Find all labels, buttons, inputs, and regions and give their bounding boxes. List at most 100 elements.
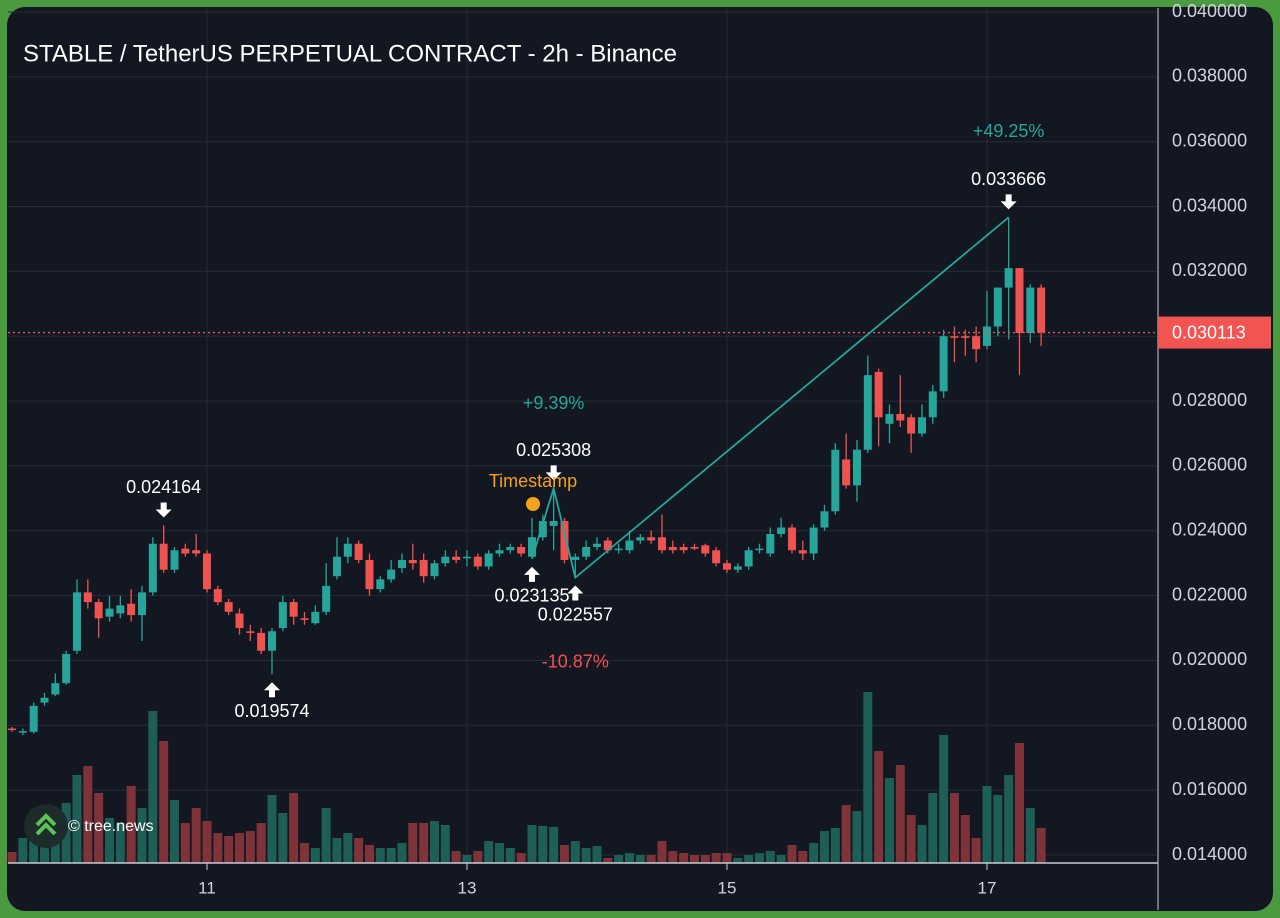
volume-bar xyxy=(18,838,28,863)
candle-body xyxy=(917,417,926,434)
candle-body xyxy=(192,550,201,554)
volume-bar xyxy=(679,853,689,863)
candle-body xyxy=(40,697,49,703)
y-tick-label: 0.040000 xyxy=(1172,1,1247,21)
panel xyxy=(7,7,1273,911)
volume-bar xyxy=(386,848,396,863)
volume-bar xyxy=(1004,775,1014,863)
volume-bar xyxy=(700,855,710,863)
candle-body xyxy=(278,602,287,629)
y-tick-label: 0.024000 xyxy=(1172,520,1247,540)
volume-bar xyxy=(809,843,819,863)
volume-bar xyxy=(245,831,255,863)
volume-bar xyxy=(505,848,515,863)
candle-body xyxy=(647,537,656,541)
candle-body xyxy=(538,521,547,538)
volume-bar xyxy=(1025,808,1035,863)
volume-bar xyxy=(354,838,364,863)
candle-body xyxy=(679,546,688,551)
y-tick-label: 0.018000 xyxy=(1172,714,1247,734)
volume-bar xyxy=(332,838,342,863)
candle-body xyxy=(636,537,645,541)
volume-bar xyxy=(462,855,472,863)
candle-body xyxy=(419,559,428,577)
candle-body xyxy=(852,449,861,486)
volume-bar xyxy=(440,825,450,863)
volume-bar xyxy=(819,831,829,863)
candle-body xyxy=(289,602,298,617)
change-label: +49.25% xyxy=(973,121,1045,141)
x-tick-label: 11 xyxy=(198,878,216,897)
y-tick-label: 0.022000 xyxy=(1172,584,1247,604)
candle-body xyxy=(809,527,818,554)
volume-bar xyxy=(213,833,223,863)
candle-body xyxy=(993,287,1002,327)
low-label: 0.019574 xyxy=(234,701,309,721)
candle-body xyxy=(267,631,276,651)
volume-bar xyxy=(928,793,938,863)
candle-body xyxy=(83,592,92,603)
candle-body xyxy=(961,336,970,338)
arrow-down xyxy=(545,465,562,481)
volume-bar xyxy=(7,852,17,863)
volume-bar xyxy=(668,851,678,863)
candle-body xyxy=(755,548,764,551)
y-tick-label: 0.026000 xyxy=(1172,455,1247,475)
candle-body xyxy=(332,556,341,577)
volume-bar xyxy=(289,793,299,863)
measure-line xyxy=(531,216,1010,580)
candle-body xyxy=(831,449,840,512)
candle-body xyxy=(592,543,601,547)
candle-body xyxy=(8,728,16,731)
arrow-up xyxy=(523,566,540,582)
candles xyxy=(8,217,1046,736)
candle-body xyxy=(939,336,948,392)
volume-bar xyxy=(733,858,743,863)
volume-bar xyxy=(137,808,147,863)
candle-body xyxy=(137,592,146,616)
x-tick-label: 15 xyxy=(718,878,737,897)
candle-body xyxy=(300,618,309,620)
volume-bar xyxy=(484,841,494,863)
candle-body xyxy=(257,632,266,651)
volume-bar xyxy=(1014,743,1024,863)
volume-bar xyxy=(310,848,320,863)
volume-bar xyxy=(646,855,656,863)
timestamp-dot xyxy=(526,497,540,511)
candle-body xyxy=(354,543,363,560)
volume-bar xyxy=(180,823,190,863)
candle-body xyxy=(430,563,439,577)
candle-body xyxy=(820,511,829,528)
volume-bar xyxy=(494,843,504,863)
candle-body xyxy=(62,653,71,684)
volume-bar xyxy=(451,851,461,863)
volume-bar xyxy=(939,735,949,863)
candle-body xyxy=(202,553,211,590)
volume-bar xyxy=(83,766,93,863)
candle-body xyxy=(506,546,515,551)
last-price-tag xyxy=(1158,316,1271,349)
candle-body xyxy=(625,540,634,551)
volume-bar xyxy=(614,855,624,863)
volume-bar xyxy=(993,795,1003,863)
volume-bar xyxy=(104,818,114,863)
candle-body xyxy=(950,336,959,338)
candle-body xyxy=(614,548,623,551)
volume-bar xyxy=(473,851,483,863)
volume-bar xyxy=(624,853,634,863)
candle-body xyxy=(582,546,591,557)
volume-bar xyxy=(408,823,418,863)
candle-body xyxy=(365,559,374,590)
x-tick-label: 13 xyxy=(458,878,477,897)
y-tick-label: 0.014000 xyxy=(1172,844,1247,864)
volume-bar xyxy=(635,855,645,863)
candle-body xyxy=(387,569,396,580)
candle-body xyxy=(798,550,807,554)
candle-body xyxy=(1026,287,1035,333)
candle-body xyxy=(484,553,493,567)
volume-bar xyxy=(29,838,39,863)
candle-body xyxy=(170,550,179,570)
candle-body xyxy=(148,543,157,593)
candle-body xyxy=(105,608,114,617)
arrow-down xyxy=(1000,194,1017,210)
